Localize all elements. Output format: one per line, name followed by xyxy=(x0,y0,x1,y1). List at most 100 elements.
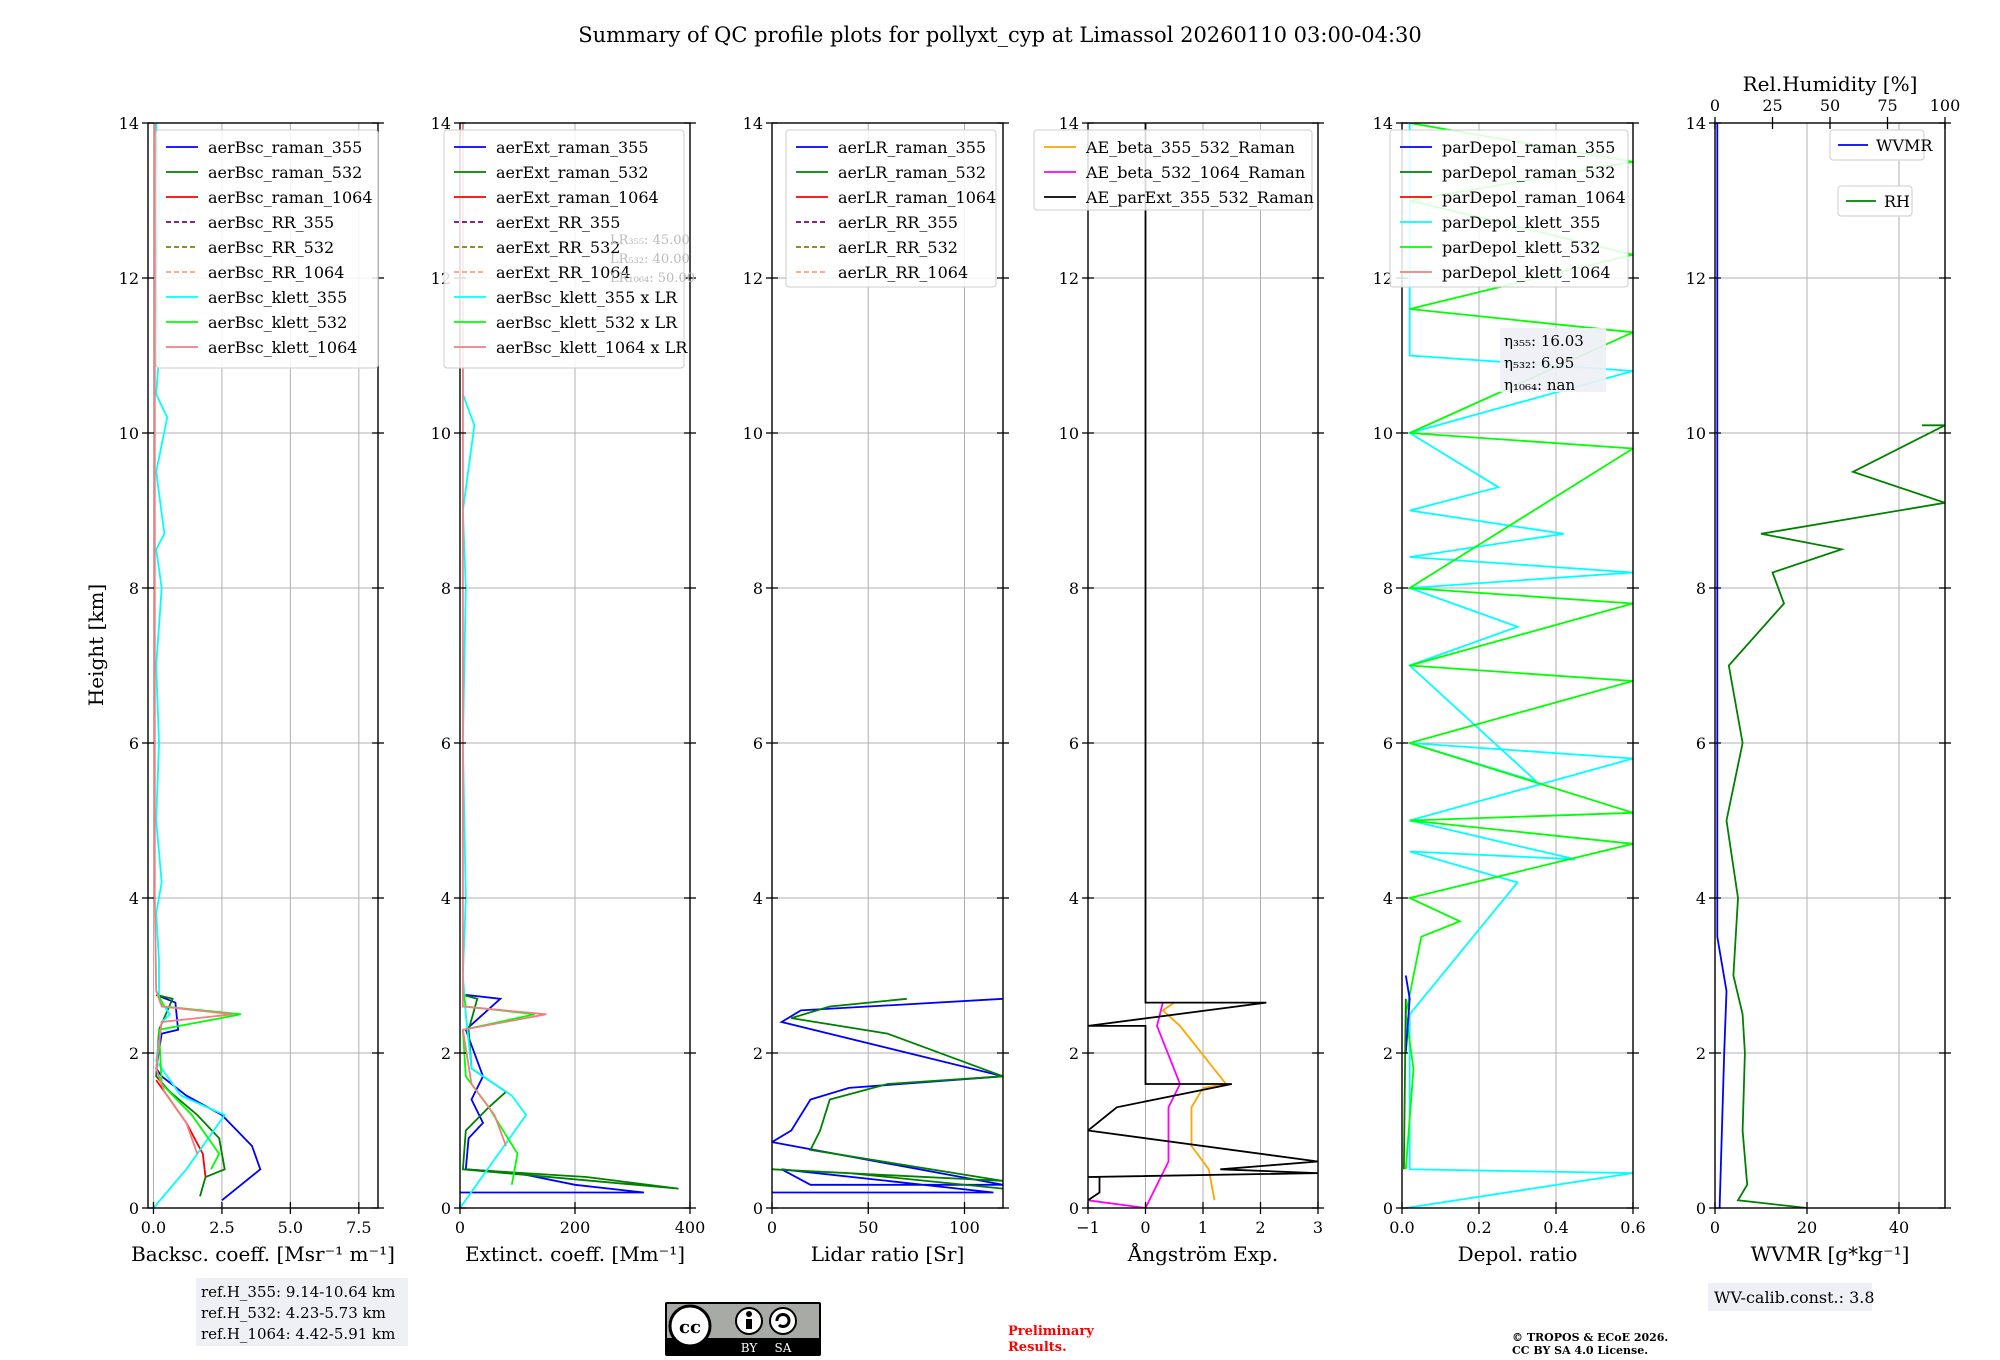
legend-label: parDepol_klett_532 xyxy=(1442,238,1600,257)
x-tick-label: 7.5 xyxy=(346,1218,371,1237)
legend-label: AE_beta_532_1064_Raman xyxy=(1085,163,1305,182)
x-axis-label: Backsc. coeff. [Msr⁻¹ m⁻¹] xyxy=(131,1242,395,1266)
legend-box xyxy=(443,129,685,369)
legend-label: aerLR_RR_532 xyxy=(838,238,958,257)
x-tick-label: 50 xyxy=(858,1218,878,1237)
legend-box xyxy=(1389,129,1629,288)
y-tick-label: 14 xyxy=(1373,114,1393,133)
x-tick-label: 100 xyxy=(949,1218,980,1237)
axes-frame xyxy=(147,122,379,1209)
x-tick-label: 400 xyxy=(675,1218,706,1237)
reference-heights-bg xyxy=(196,1278,408,1346)
lr-label: LR₅₃₂: 40.00 xyxy=(610,252,690,267)
figure-title: Summary of QC profile plots for pollyxt_… xyxy=(578,23,1422,47)
ref-height-1064: ref.H_1064: 4.42-5.91 km xyxy=(201,1325,395,1343)
preliminary-line2: Results. xyxy=(1008,1340,1067,1355)
panel-lidar_ratio: 0 2 4 6 8 10 12 14 0 50 100 Lidar ratio [Sr] aerLR_r… xyxy=(743,114,1009,1266)
by-person-head xyxy=(746,1311,752,1317)
legend-label: parDepol_raman_355 xyxy=(1442,138,1615,157)
y-tick-label: 0 xyxy=(129,1199,139,1218)
legend-label: aerExt_raman_1064 xyxy=(496,188,659,207)
x-tick-label: −1 xyxy=(1076,1218,1100,1237)
y-tick-label: 10 xyxy=(119,424,139,443)
cc-by-sa-badge[interactable]: cc BY SA xyxy=(665,1302,821,1356)
x-tick-label: 20 xyxy=(1797,1218,1817,1237)
series-group xyxy=(772,997,1003,1194)
wv-calib-text: WV-calib.const.: 3.8 xyxy=(1714,1288,1875,1307)
y-tick-label: 8 xyxy=(1383,579,1393,598)
ref-height-355: ref.H_355: 9.14-10.64 km xyxy=(201,1283,395,1301)
y-tick-label: 8 xyxy=(1069,579,1079,598)
y-tick-label: 4 xyxy=(1383,889,1393,908)
y-tick-label: 2 xyxy=(1383,1044,1393,1063)
legend-label: RH xyxy=(1884,192,1910,211)
legend-label: parDepol_klett_1064 xyxy=(1442,263,1611,282)
copyright-line2: CC BY SA 4.0 License. xyxy=(1512,1344,1648,1357)
y-tick-label: 4 xyxy=(441,889,451,908)
series-line-aerBsc_raman_355 xyxy=(155,994,262,1202)
sa-arrow-icon xyxy=(775,1313,791,1328)
y-tick-label: 2 xyxy=(753,1044,763,1063)
y-tick-label: 2 xyxy=(1069,1044,1079,1063)
x-axis-label: Lidar ratio [Sr] xyxy=(811,1242,965,1266)
legend-box xyxy=(1829,129,1925,161)
y-tick-label: 2 xyxy=(1696,1044,1706,1063)
x-tick-label: 2.5 xyxy=(209,1218,234,1237)
y-tick-label: 6 xyxy=(129,734,139,753)
y-tick-label: 10 xyxy=(1059,424,1079,443)
series-line-RH xyxy=(1725,424,1945,1208)
legend-label: aerLR_raman_1064 xyxy=(838,188,996,207)
y-tick-label: 4 xyxy=(1069,889,1079,908)
top-tick-label: 0 xyxy=(1710,96,1720,115)
eta-label: η₃₅₅: 16.03 xyxy=(1504,332,1584,350)
x-axis-label: WVMR [g*kg⁻¹] xyxy=(1751,1242,1910,1266)
legend-label: aerBsc_RR_532 xyxy=(208,238,334,257)
x-tick-label: 3 xyxy=(1313,1218,1323,1237)
legend: parDepol_raman_355 parDepol_raman_532 parD… xyxy=(1389,129,1629,288)
x-axis-label: Depol. ratio xyxy=(1458,1242,1578,1266)
y-tick-label: 14 xyxy=(431,114,451,133)
wv-calib-bg xyxy=(1708,1283,1872,1311)
axes-frame xyxy=(771,122,1004,1209)
x-tick-label: 40 xyxy=(1889,1218,1909,1237)
x-tick-label: 200 xyxy=(560,1218,591,1237)
legend-label: aerExt_RR_532 xyxy=(496,238,620,257)
y-tick-label: 6 xyxy=(1696,734,1706,753)
y-tick-label: 2 xyxy=(441,1044,451,1063)
series-group xyxy=(152,123,262,1208)
legend: aerBsc_raman_355 aerBsc_raman_532 aerBsc_r… xyxy=(155,129,379,369)
x-tick-label: 0.0 xyxy=(141,1218,166,1237)
panel-depol: 0 2 4 6 8 10 12 14 0.0 0.2 0.4 0.6 Depol. ratio parDe… xyxy=(1373,114,1646,1266)
preliminary-line1: Preliminary xyxy=(1008,1324,1094,1339)
legend-label: aerBsc_RR_1064 xyxy=(208,263,344,282)
top-tick-label: 75 xyxy=(1877,96,1897,115)
eta-box xyxy=(1500,328,1606,392)
legend-label: parDepol_raman_1064 xyxy=(1442,188,1626,207)
series-line-aerLR_raman_532 xyxy=(772,997,1003,1190)
series-line-AE_beta_532_1064_Raman xyxy=(1088,1002,1181,1208)
y-tick-label: 6 xyxy=(1069,734,1079,753)
by-person-body xyxy=(746,1319,752,1329)
legend-label: aerBsc_klett_355 xyxy=(208,288,347,307)
legend-label: aerLR_RR_1064 xyxy=(838,263,968,282)
y-tick-label: 8 xyxy=(1696,579,1706,598)
ref-height-532: ref.H_532: 4.23-5.73 km xyxy=(201,1304,386,1322)
y-tick-label: 10 xyxy=(431,424,451,443)
y-tick-label: 10 xyxy=(743,424,763,443)
legend: aerExt_raman_355 aerExt_raman_532 aerExt_r… xyxy=(443,129,688,369)
legend-label: aerLR_raman_355 xyxy=(838,138,986,157)
series-line-aerBsc_klett_1064 xyxy=(153,123,233,1155)
legend-label: parDepol_klett_355 xyxy=(1442,213,1600,232)
legend-label: aerBsc_RR_355 xyxy=(208,213,334,232)
y-tick-label: 0 xyxy=(441,1199,451,1218)
y-tick-label: 14 xyxy=(1686,114,1706,133)
y-tick-label: 12 xyxy=(119,269,139,288)
legend-label: aerBsc_raman_532 xyxy=(208,163,362,182)
y-tick-label: 0 xyxy=(753,1199,763,1218)
legend-label: AE_beta_355_532_Raman xyxy=(1085,138,1295,157)
y-tick-label: 6 xyxy=(1383,734,1393,753)
